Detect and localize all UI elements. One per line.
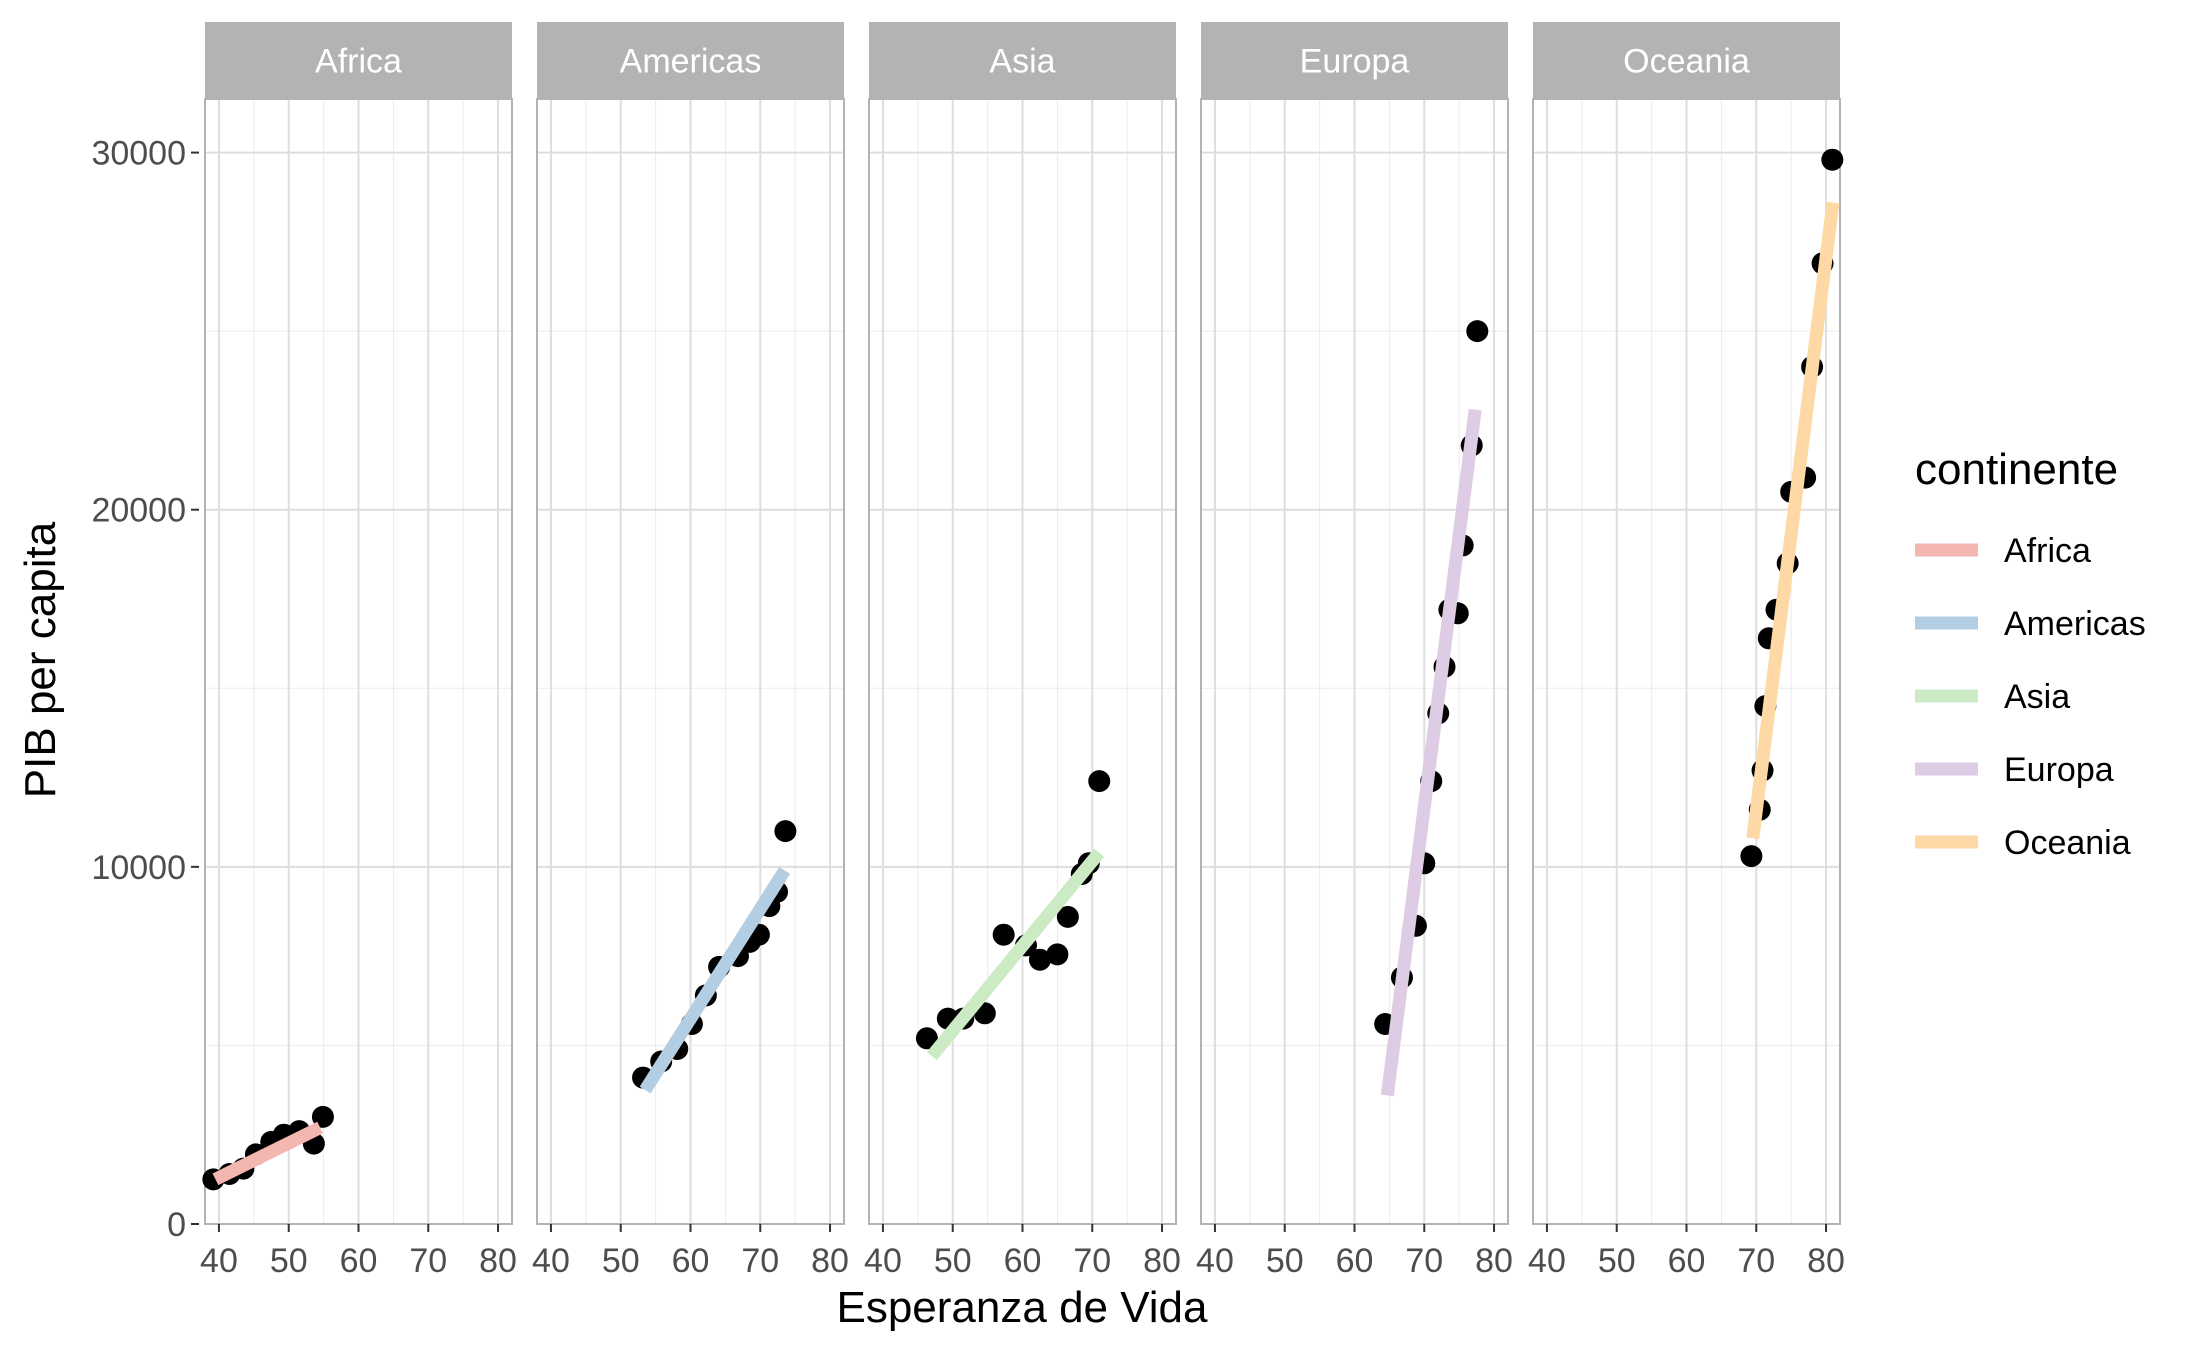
x-tick-label-60: 60 bbox=[1336, 1242, 1374, 1280]
fit-line-asia bbox=[926, 848, 1105, 1061]
x-tick-label-80: 80 bbox=[1475, 1242, 1513, 1280]
data-point bbox=[1056, 905, 1079, 928]
facet-strip bbox=[869, 22, 1176, 99]
x-axis-title: Esperanza de Vida bbox=[836, 1283, 1208, 1332]
x-tick-label-70: 70 bbox=[1405, 1242, 1443, 1280]
fit-line-africa bbox=[212, 1121, 324, 1186]
facet-strip-label: Americas bbox=[620, 43, 762, 81]
legend-title: continente bbox=[1915, 445, 2118, 494]
x-tick-label-60: 60 bbox=[1004, 1242, 1042, 1280]
x-tick-label-50: 50 bbox=[1266, 1242, 1304, 1280]
data-point bbox=[915, 1027, 938, 1050]
x-tick-label-60: 60 bbox=[672, 1242, 710, 1280]
data-point bbox=[1821, 148, 1844, 171]
data-point bbox=[992, 923, 1015, 946]
facet-strip bbox=[1533, 22, 1840, 99]
legend-label-asia: Asia bbox=[2004, 678, 2070, 716]
data-point bbox=[1046, 943, 1069, 966]
fit-line-oceania bbox=[1746, 201, 1840, 840]
x-tick-label-50: 50 bbox=[1598, 1242, 1636, 1280]
facet-strip bbox=[1201, 22, 1508, 99]
y-axis: 0 10000 20000 30000 bbox=[91, 135, 199, 1244]
data-point bbox=[1466, 320, 1489, 343]
x-tick-label-40: 40 bbox=[1528, 1242, 1566, 1280]
x-tick-label-50: 50 bbox=[602, 1242, 640, 1280]
facet-strip bbox=[205, 22, 512, 99]
x-tick-label-70: 70 bbox=[1073, 1242, 1111, 1280]
y-tick-label-0: 0 bbox=[167, 1206, 186, 1244]
data-point bbox=[1088, 770, 1111, 793]
x-tick-label-40: 40 bbox=[1196, 1242, 1234, 1280]
facet-panels: Africa 40 50 60 70 80 Americas 40 50 60 70 80 Asia 40… bbox=[200, 22, 1845, 1280]
x-tick-label-70: 70 bbox=[409, 1242, 447, 1280]
x-tick-label-50: 50 bbox=[270, 1242, 308, 1280]
facet-panel-europa: Europa 40 50 60 70 80 bbox=[1196, 22, 1513, 1280]
y-tick-label-1: 10000 bbox=[91, 849, 186, 887]
facet-panel-africa: Africa 40 50 60 70 80 bbox=[200, 22, 517, 1280]
x-tick-label-80: 80 bbox=[811, 1242, 849, 1280]
x-tick-label-80: 80 bbox=[479, 1242, 517, 1280]
x-tick-label-80: 80 bbox=[1143, 1242, 1181, 1280]
x-tick-label-60: 60 bbox=[1668, 1242, 1706, 1280]
data-point bbox=[1740, 845, 1763, 868]
x-tick-label-50: 50 bbox=[934, 1242, 972, 1280]
y-tick-label-3: 30000 bbox=[91, 135, 186, 173]
y-tick-label-2: 20000 bbox=[91, 492, 186, 530]
facet-panel-americas: Americas 40 50 60 70 80 bbox=[532, 22, 849, 1280]
legend-label-americas: Americas bbox=[2004, 605, 2146, 643]
legend-label-africa: Africa bbox=[2004, 532, 2091, 570]
facet-strip-label: Africa bbox=[315, 43, 402, 81]
facet-panel-oceania: Oceania 40 50 60 70 80 bbox=[1528, 22, 1845, 1280]
legend-label-oceania: Oceania bbox=[2004, 824, 2131, 862]
fit-line-europa bbox=[1380, 408, 1482, 1097]
y-axis-title: PIB per capita bbox=[16, 521, 65, 798]
x-tick-label-80: 80 bbox=[1807, 1242, 1845, 1280]
facet-strip-label: Asia bbox=[989, 43, 1055, 81]
legend-label-europa: Europa bbox=[2004, 751, 2114, 789]
facet-strip bbox=[537, 22, 844, 99]
x-tick-label-60: 60 bbox=[340, 1242, 378, 1280]
data-point bbox=[1028, 948, 1051, 971]
x-tick-label-40: 40 bbox=[864, 1242, 902, 1280]
facet-strip-label: Europa bbox=[1300, 43, 1410, 81]
legend: continente Africa Americas Asia Europa Oceani… bbox=[1915, 445, 2146, 862]
facet-panel-asia: Asia 40 50 60 70 80 bbox=[864, 22, 1181, 1280]
x-tick-label-40: 40 bbox=[532, 1242, 570, 1280]
x-tick-label-70: 70 bbox=[741, 1242, 779, 1280]
x-tick-label-70: 70 bbox=[1737, 1242, 1775, 1280]
fit-line-americas bbox=[639, 866, 791, 1094]
data-point bbox=[774, 820, 797, 843]
x-tick-label-40: 40 bbox=[200, 1242, 238, 1280]
facet-strip-label: Oceania bbox=[1623, 43, 1750, 81]
